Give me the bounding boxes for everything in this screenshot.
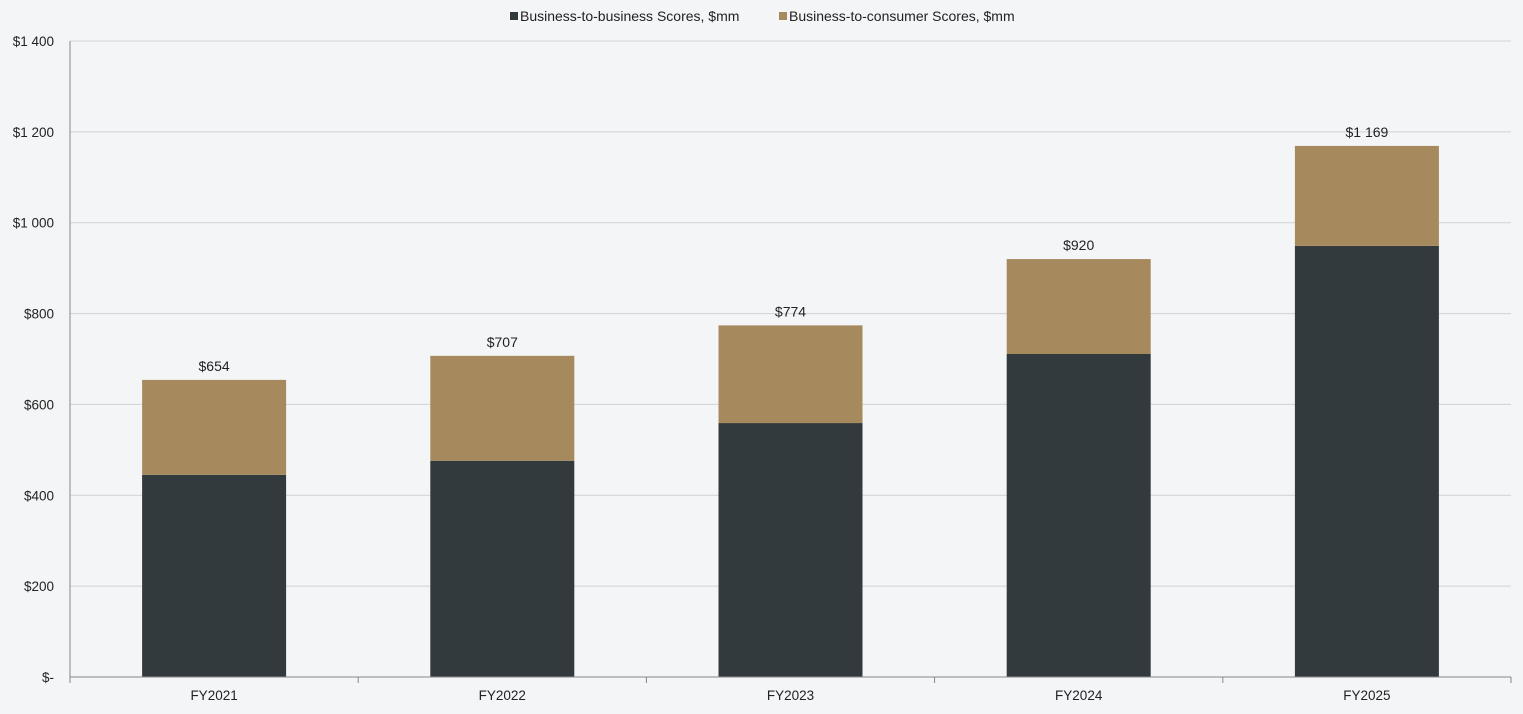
bar-segment-b2c-fy2021 [142,379,287,475]
bar-segment-b2c-fy2022 [430,355,575,461]
bar-total-label: $1 169 [1345,124,1388,140]
bar-segment-b2b-fy2025 [1294,245,1439,677]
x-tick-label: FY2024 [1055,688,1103,703]
legend-label-b2c: Business-to-consumer Scores, $mm [789,8,1015,24]
legend-swatch-b2b [510,12,518,20]
legend: Business-to-business Scores, $mm Business… [510,8,1015,24]
bar-total-label: $707 [487,334,518,350]
bar-segment-b2c-fy2025 [1294,145,1439,246]
x-tick-label: FY2022 [479,688,526,703]
bar-segment-b2b-fy2021 [142,474,287,677]
bar-segment-b2b-fy2023 [718,423,863,677]
y-axis-tick-labels: $- $200 $400 $600 $800 $1 000 $1 200 $1 400 [13,34,54,685]
y-tick-label: $1 200 [13,125,54,140]
bar-total-label: $654 [199,358,230,374]
y-tick-label: $400 [24,488,54,503]
bar-segment-b2b-fy2024 [1006,354,1151,677]
bar-total-labels: $654 $707 $774 $920 $1 169 [199,124,1389,374]
x-tick-label: FY2021 [190,688,237,703]
legend-swatch-b2c [779,12,787,20]
y-tick-label: $- [42,670,54,685]
y-tick-label: $1 000 [13,216,54,231]
bar-segment-b2b-fy2022 [430,460,575,677]
x-axis: FY2021 FY2022 FY2023 FY2024 FY2025 [69,41,1512,703]
x-tick-label: FY2023 [767,688,814,703]
bar-total-label: $920 [1063,237,1094,253]
y-tick-label: $600 [24,397,54,412]
bars [142,145,1439,677]
x-tick-label: FY2025 [1343,688,1390,703]
y-tick-label: $1 400 [13,34,54,49]
bar-segment-b2c-fy2023 [718,325,863,424]
bar-total-label: $774 [775,303,806,319]
legend-label-b2b: Business-to-business Scores, $mm [520,8,739,24]
y-tick-label: $200 [24,579,54,594]
bar-segment-b2c-fy2024 [1006,259,1151,355]
y-tick-label: $800 [24,307,54,322]
